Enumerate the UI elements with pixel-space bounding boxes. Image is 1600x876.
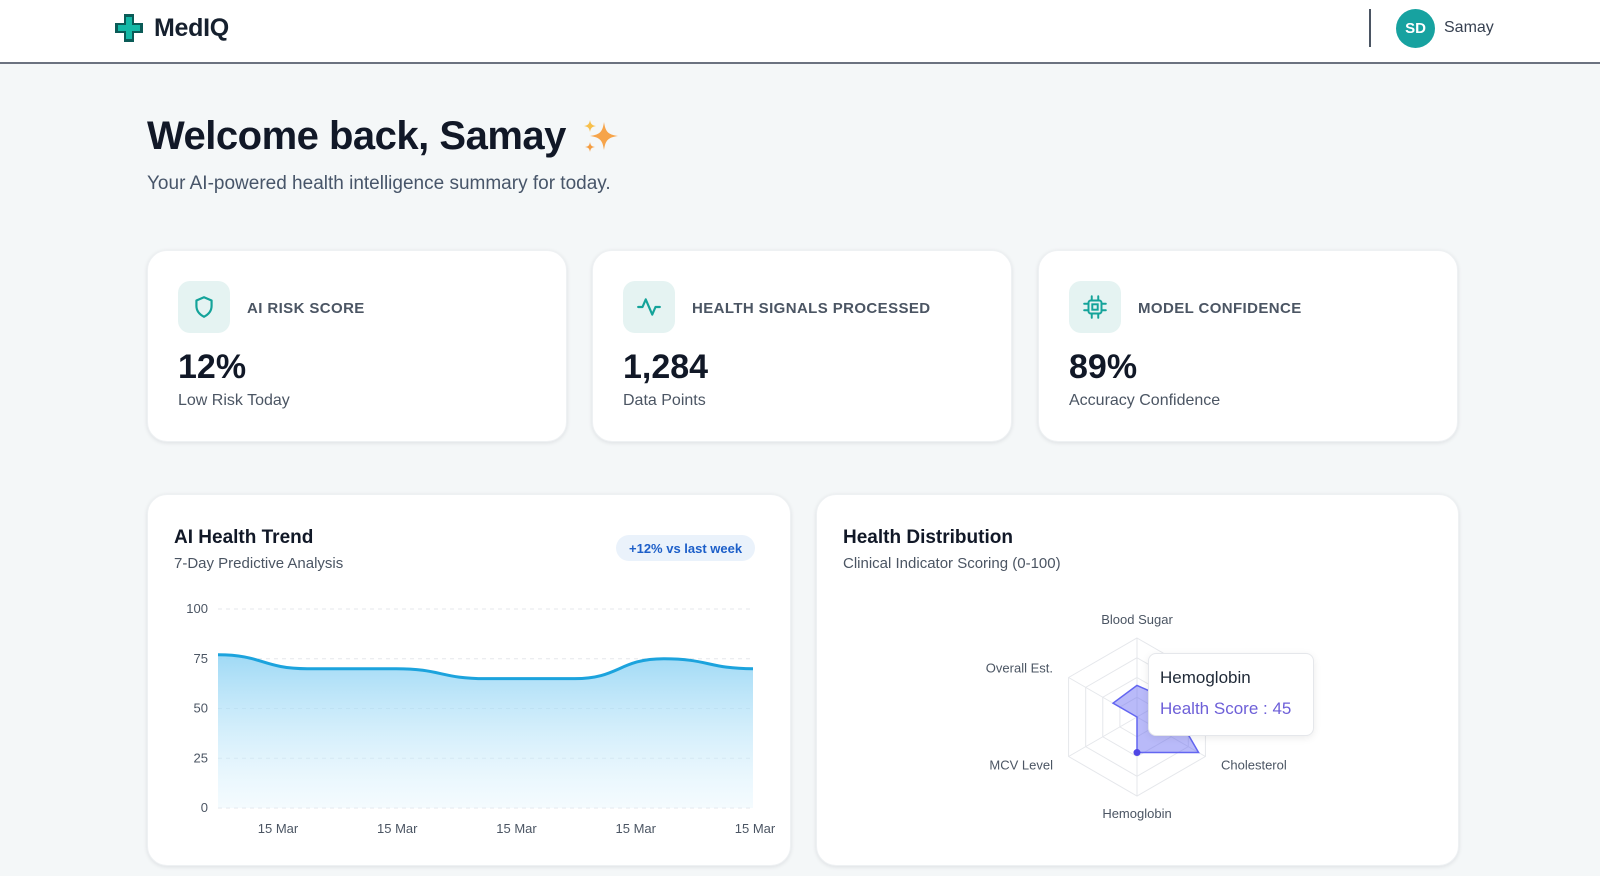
avatar[interactable]: SD (1396, 9, 1435, 48)
radar-point[interactable] (1133, 749, 1141, 757)
x-tick-label: 15 Mar (735, 821, 776, 836)
x-tick-label: 15 Mar (258, 821, 299, 836)
radar-spoke (1068, 716, 1138, 757)
stat-label: MODEL CONFIDENCE (1138, 300, 1302, 317)
radar-axis-label: Hemoglobin (1102, 806, 1171, 821)
tooltip-title: Hemoglobin (1160, 668, 1251, 687)
y-tick-label: 75 (194, 651, 208, 666)
distribution-chart-card: Health Distribution Clinical Indicator S… (816, 494, 1459, 866)
shield-icon (178, 281, 230, 333)
stat-value: 1,284 (623, 348, 709, 386)
x-tick-label: 15 Mar (377, 821, 418, 836)
trend-chart-card: AI Health Trend 7-Day Predictive Analysi… (147, 494, 791, 866)
stat-value: 89% (1069, 348, 1138, 386)
chart-subtitle: 7-Day Predictive Analysis (174, 555, 344, 572)
tooltip-value: Health Score : 45 (1160, 699, 1292, 718)
stat-card-signals: HEALTH SIGNALS PROCESSED 1,284 Data Poin… (592, 250, 1012, 442)
stat-card-risk: AI RISK SCORE 12% Low Risk Today (147, 250, 567, 442)
stat-caption: Accuracy Confidence (1069, 392, 1221, 409)
radar-axis-label: Overall Est. (986, 661, 1053, 676)
radar-axis-label: Cholesterol (1221, 758, 1287, 773)
trend-chart[interactable]: 0 25 50 75 100 15 Mar 15 Mar 15 Mar 15 Mar 15 Mar (148, 495, 792, 867)
y-tick-label: 100 (186, 601, 208, 616)
trend-badge: +12% vs last week (616, 535, 756, 561)
page-subtitle: Your AI-powered health intelligence summ… (147, 173, 611, 194)
top-bar: MedIQ SD Samay (0, 0, 1600, 64)
radar-axis-label: Blood Sugar (1101, 612, 1173, 627)
medical-cross-icon (115, 14, 143, 42)
y-tick-label: 50 (194, 701, 208, 716)
cpu-icon (1069, 281, 1121, 333)
trend-area (218, 654, 753, 808)
y-tick-label: 0 (201, 800, 208, 815)
x-tick-label: 15 Mar (616, 821, 657, 836)
stat-caption: Low Risk Today (178, 392, 290, 409)
x-tick-label: 15 Mar (496, 821, 537, 836)
header-divider (1369, 9, 1371, 47)
y-tick-label: 25 (194, 750, 208, 765)
brand[interactable]: MedIQ (113, 12, 229, 44)
stat-label: AI RISK SCORE (247, 300, 365, 317)
user-name[interactable]: Samay (1444, 19, 1494, 36)
page-title: Welcome back, Samay (147, 114, 622, 159)
radar-chart[interactable]: Blood SugarBlood PressureCholesterolHemo… (817, 495, 1460, 867)
stat-value: 12% (178, 348, 247, 386)
stat-caption: Data Points (623, 392, 706, 409)
stat-card-confidence: MODEL CONFIDENCE 89% Accuracy Confidence (1038, 250, 1458, 442)
chart-subtitle: Clinical Indicator Scoring (0-100) (843, 555, 1061, 572)
activity-icon (623, 281, 675, 333)
chart-title: Health Distribution (843, 527, 1013, 548)
chart-title: AI Health Trend (174, 527, 314, 548)
welcome-title: Welcome back, Samay (147, 114, 566, 158)
trend-line (217, 653, 754, 681)
brand-name: MedIQ (154, 13, 229, 42)
stat-label: HEALTH SIGNALS PROCESSED (692, 300, 931, 317)
sparkles-icon (583, 119, 618, 152)
radar-axis-label: MCV Level (989, 758, 1053, 773)
chart-tooltip: Hemoglobin Health Score : 45 (1148, 653, 1314, 736)
